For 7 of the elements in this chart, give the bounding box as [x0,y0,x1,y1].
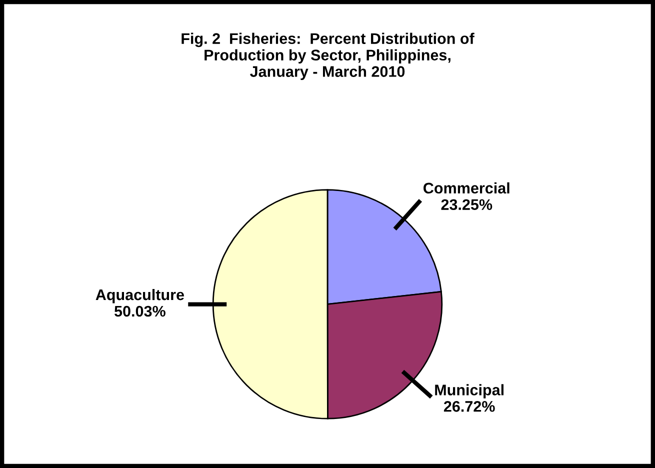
slice-label: Municipal [435,384,504,398]
data-label: 23.25% [441,199,492,210]
data-label: 26.72% [444,401,495,412]
slice-label: Commercial [424,182,510,194]
slice-label: Aquaculture [96,288,184,304]
chart-title: Fig. 2 Fisheries: Percent Distribution of Production by Sector, Philippines, January - March 2010 [182,32,474,80]
data-label: 50.03% [114,306,166,317]
